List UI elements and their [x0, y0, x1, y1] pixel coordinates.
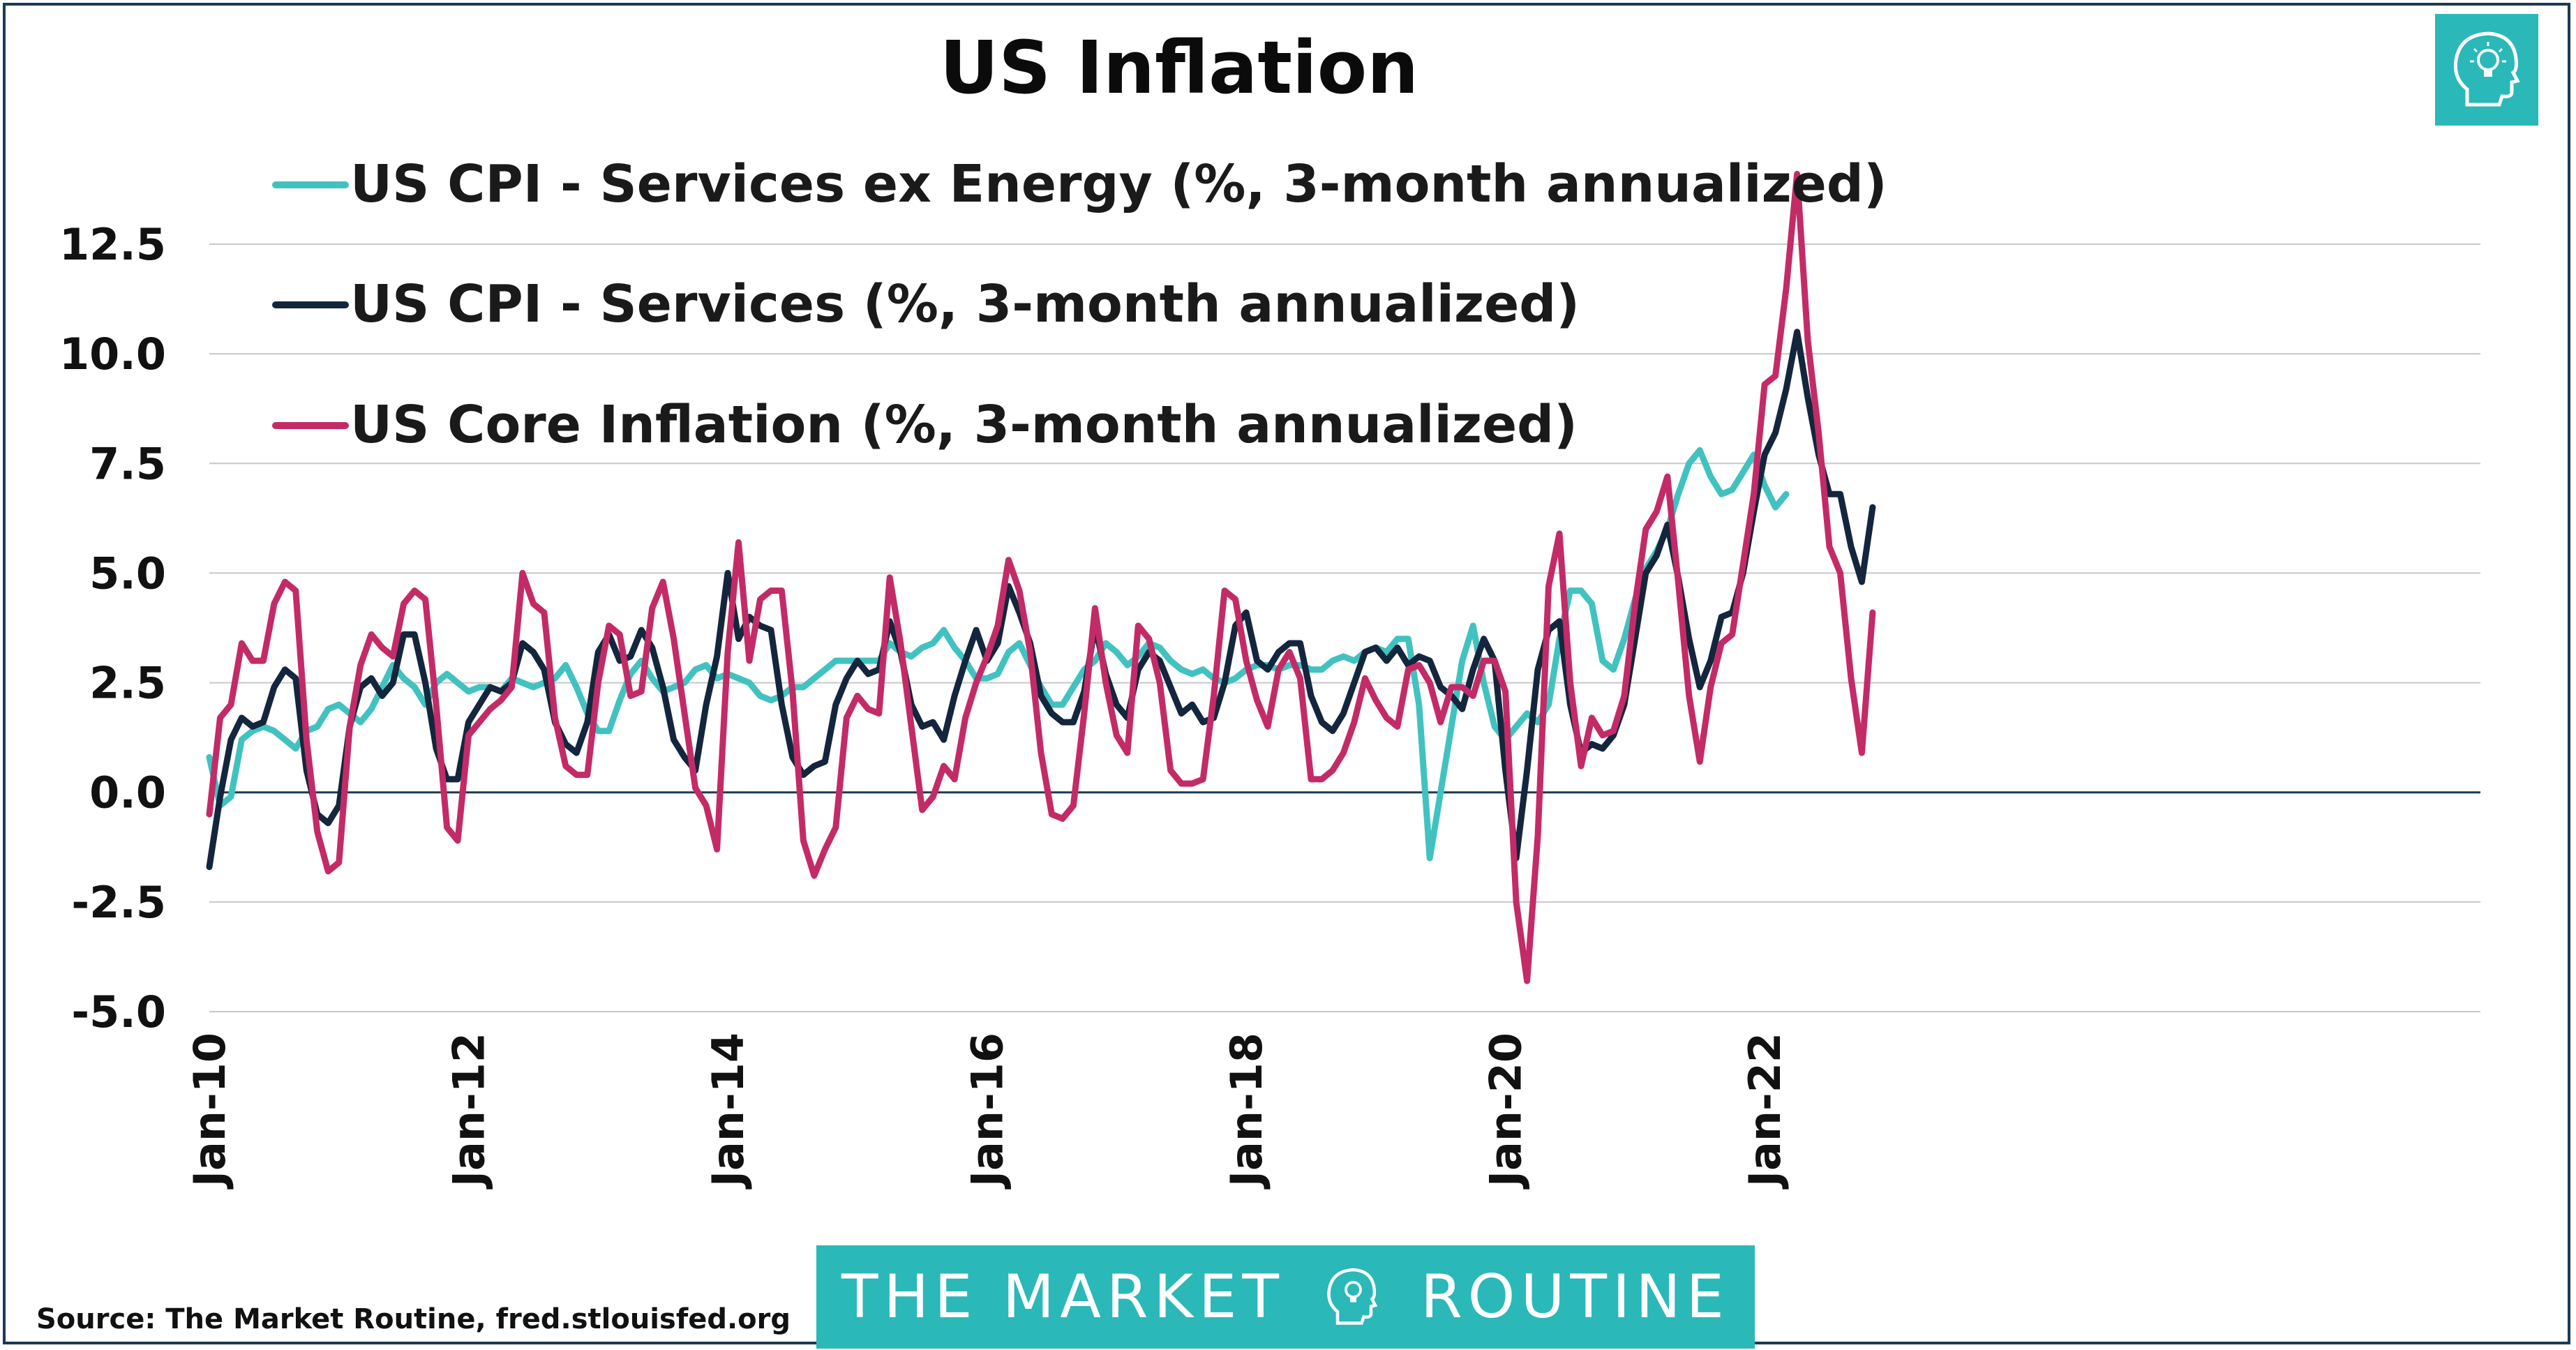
y-tick-label: 2.5 [89, 658, 166, 709]
series-line-1 [206, 329, 1876, 871]
x-tick-label: Jan-20 [1481, 1033, 1532, 1190]
y-tick-label: -5.0 [71, 987, 166, 1037]
y-tick-label: 12.5 [59, 219, 166, 270]
chart-title: US Inflation [939, 25, 1419, 110]
lightbulb-head-icon [1327, 1268, 1378, 1325]
source-note: Source: The Market Routine, fred.stlouis… [36, 1303, 791, 1335]
x-tick-label: Jan-14 [703, 1033, 754, 1190]
legend-label: US CPI - Services (%, 3-month annualized… [350, 274, 1580, 334]
banner-text-left: THE MARKET [841, 1262, 1285, 1332]
brand-banner: THE MARKET ROUTINE [816, 1245, 1755, 1349]
grid-lines [209, 243, 2480, 1012]
banner-text-right: ROUTINE [1421, 1262, 1730, 1332]
y-tick-label: 7.5 [89, 438, 166, 489]
y-tick-label: -2.5 [71, 877, 166, 928]
x-axis-ticks: Jan-10 Jan-12 Jan-14 Jan-16 Jan-18 Jan-20 Jan-… [184, 1033, 1790, 1190]
x-tick-label: Jan-22 [1739, 1033, 1790, 1190]
y-tick-label: 5.0 [89, 548, 166, 599]
series-line-0 [206, 447, 1790, 862]
y-axis-ticks: 12.5 10.0 7.5 5.0 2.5 0.0 -2.5 -5.0 [59, 219, 166, 1037]
y-tick-label: 10.0 [59, 329, 166, 380]
series-lines [206, 170, 1876, 984]
series-line-2 [206, 170, 1876, 984]
y-tick-label: 0.0 [89, 767, 166, 818]
lightbulb-head-icon [2453, 31, 2520, 107]
x-tick-label: Jan-18 [1221, 1033, 1272, 1190]
legend: US CPI - Services ex Energy (%, 3-month … [272, 154, 1887, 455]
x-tick-label: Jan-16 [962, 1033, 1013, 1190]
legend-label: US CPI - Services ex Energy (%, 3-month … [350, 154, 1887, 214]
x-tick-label: Jan-12 [444, 1033, 495, 1190]
legend-label: US Core Inflation (%, 3-month annualized… [350, 395, 1578, 455]
x-tick-label: Jan-10 [184, 1033, 235, 1190]
logo-badge [2435, 14, 2538, 126]
